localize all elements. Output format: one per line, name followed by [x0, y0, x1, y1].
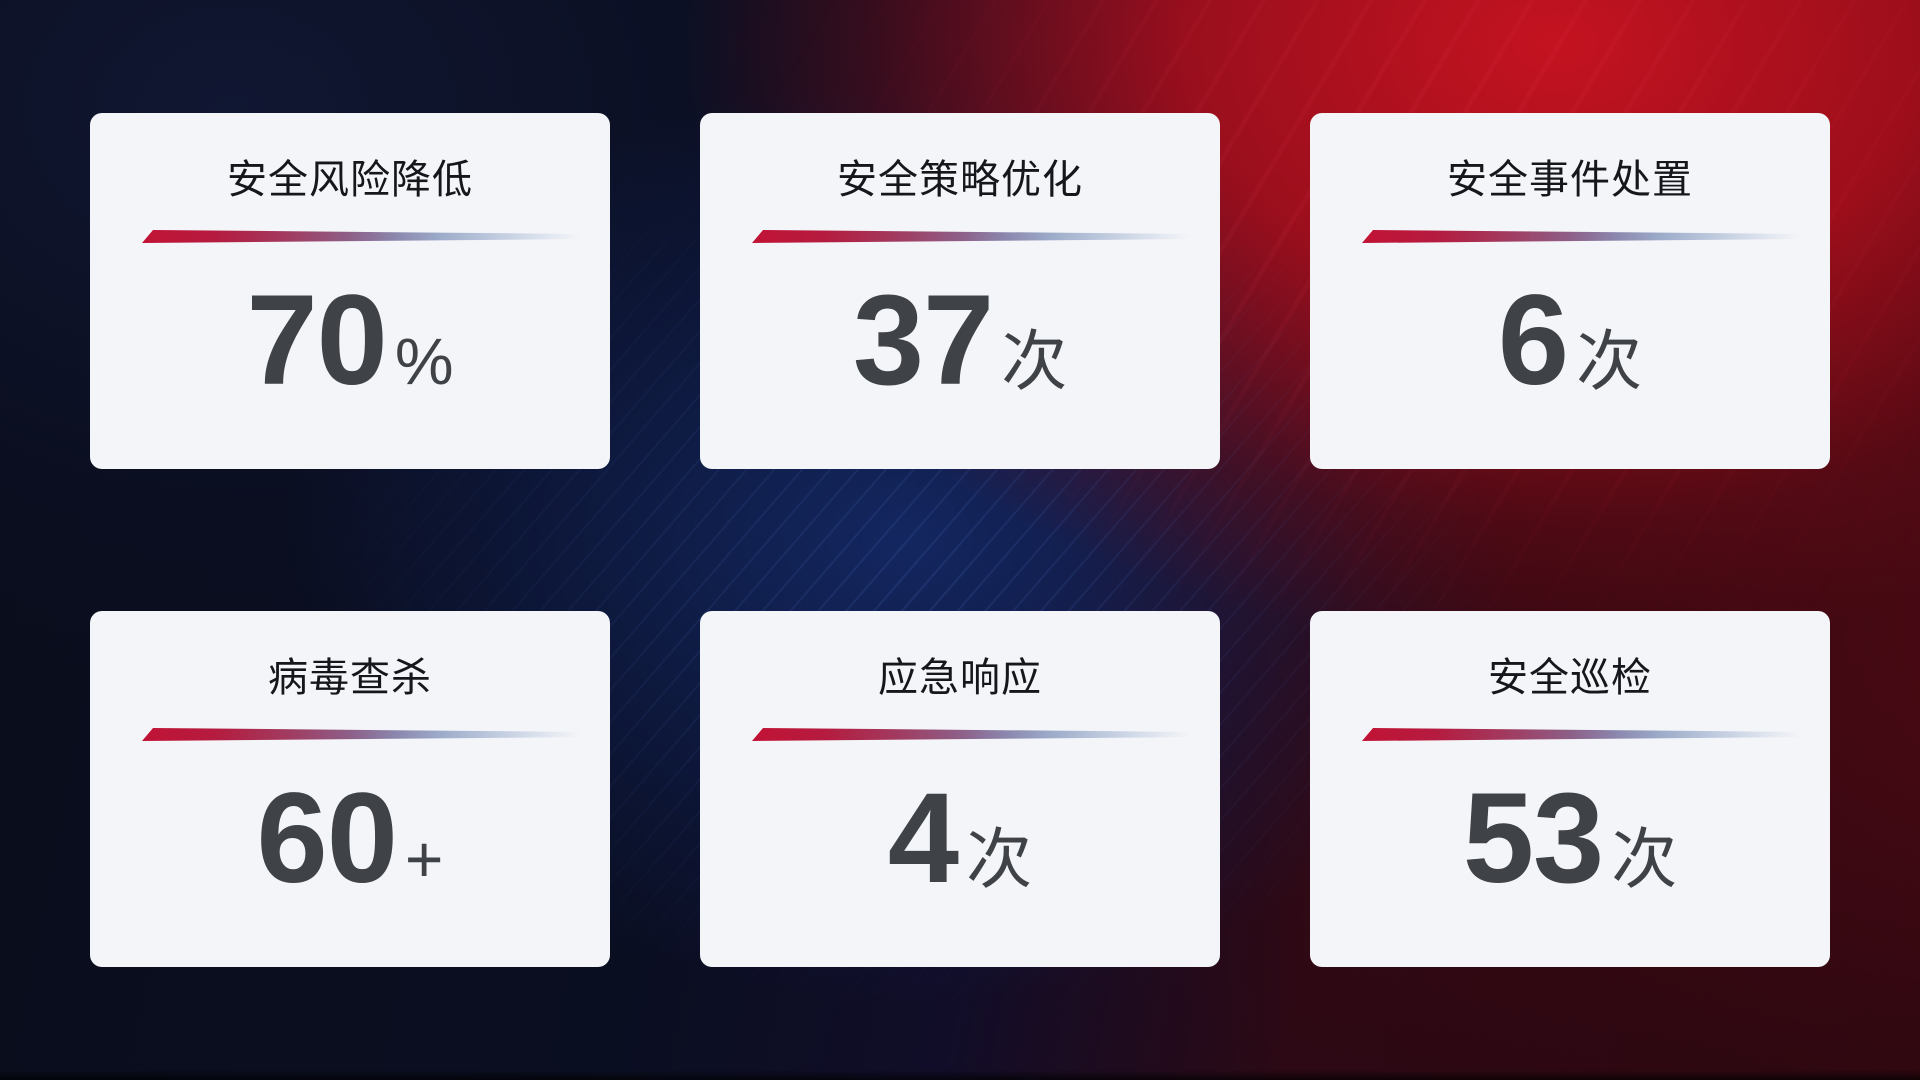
- stat-value-row: 37 次: [853, 277, 1067, 405]
- card-title: 安全事件处置: [1447, 158, 1693, 202]
- stat-unit: 次: [1576, 324, 1643, 398]
- stats-grid: 安全风险降低 70 % 安全策略优化 37 次 安全事件处置 6 次 病毒查: [90, 113, 1830, 967]
- stat-card-security-inspection: 安全巡检 53 次: [1310, 611, 1830, 967]
- card-title: 病毒查杀: [268, 656, 432, 700]
- card-title: 应急响应: [878, 656, 1042, 700]
- stat-value-row: 60 +: [257, 775, 444, 903]
- stat-value: 37: [852, 269, 994, 412]
- stat-card-emergency-response: 应急响应 4 次: [700, 611, 1220, 967]
- gradient-divider-line: [1362, 728, 1814, 741]
- stat-value-row: 4 次: [888, 775, 1032, 903]
- stat-unit: 次: [1611, 822, 1678, 896]
- stat-value: 70: [246, 269, 387, 412]
- stat-value: 4: [887, 767, 959, 910]
- card-title: 安全风险降低: [227, 158, 473, 202]
- stat-value-row: 70 %: [246, 277, 453, 405]
- stat-value-row: 53 次: [1463, 775, 1677, 903]
- stat-value: 53: [1462, 767, 1604, 910]
- stat-unit: 次: [1001, 324, 1068, 398]
- stat-card-security-incident-handling: 安全事件处置 6 次: [1310, 113, 1830, 469]
- gradient-divider-line: [142, 728, 594, 741]
- stat-value: 60: [256, 767, 398, 910]
- card-title: 安全策略优化: [837, 158, 1083, 202]
- stat-unit: 次: [966, 822, 1033, 896]
- stat-value: 6: [1497, 269, 1569, 412]
- gradient-divider-line: [142, 230, 594, 243]
- stat-value-row: 6 次: [1498, 277, 1642, 405]
- gradient-divider-line: [752, 728, 1204, 741]
- stat-card-virus-scan: 病毒查杀 60 +: [90, 611, 610, 967]
- stat-unit: %: [394, 324, 454, 398]
- gradient-divider-line: [752, 230, 1204, 243]
- stat-unit: +: [404, 822, 444, 896]
- stat-card-security-policy-optimization: 安全策略优化 37 次: [700, 113, 1220, 469]
- gradient-divider-line: [1362, 230, 1814, 243]
- card-title: 安全巡检: [1488, 656, 1652, 700]
- stat-card-security-risk-reduction: 安全风险降低 70 %: [90, 113, 610, 469]
